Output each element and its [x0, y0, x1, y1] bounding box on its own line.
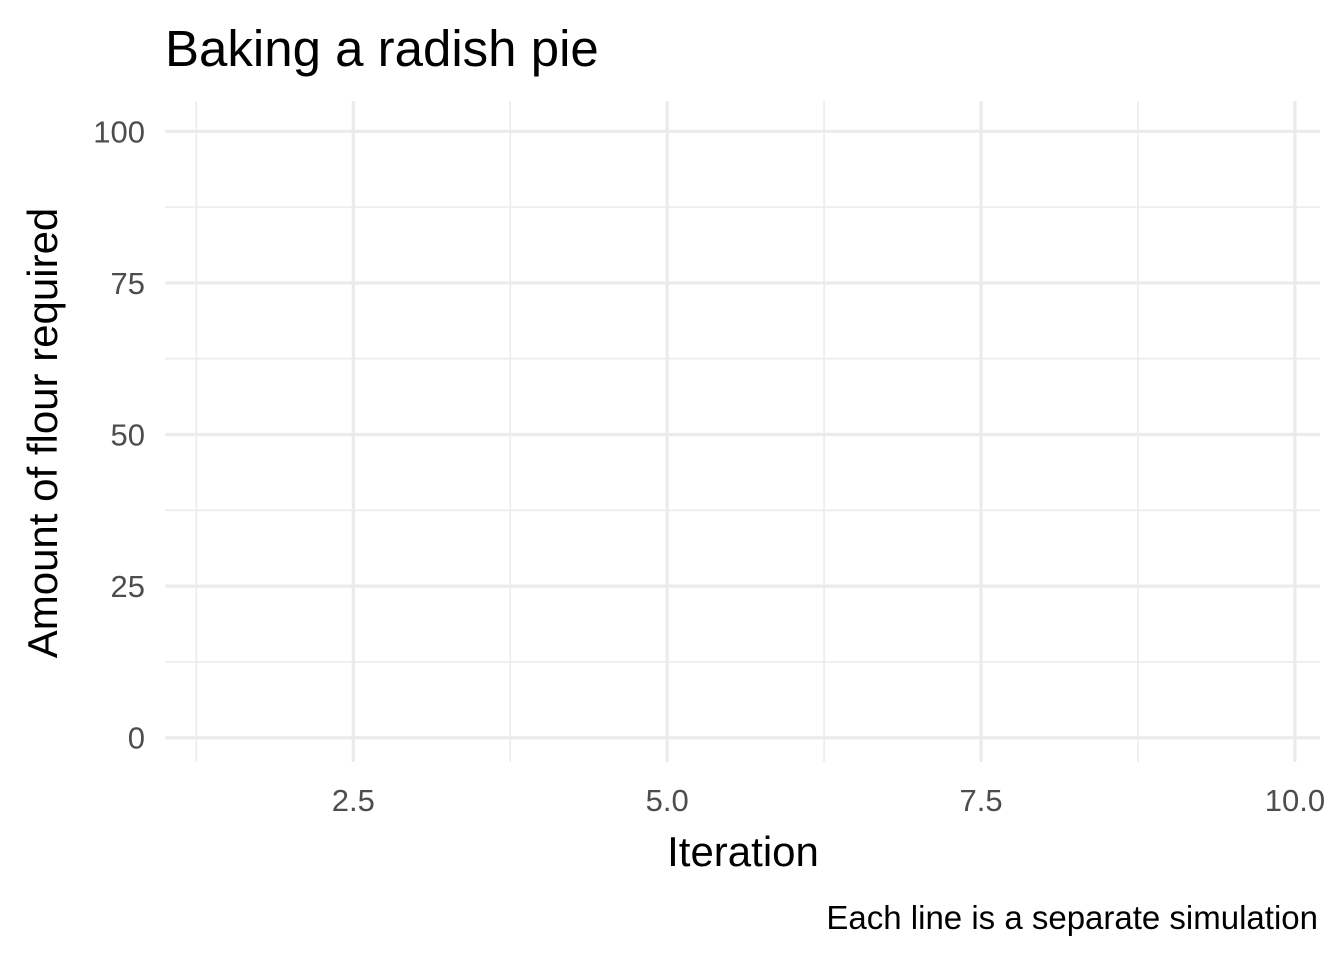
y-tick-label: 25 [111, 569, 145, 604]
y-tick-label: 75 [111, 266, 145, 301]
y-tick-label: 0 [128, 721, 145, 756]
y-tick-labels: 0 25 50 75 100 [93, 114, 145, 755]
x-tick-label: 7.5 [959, 783, 1002, 818]
y-tick-label: 50 [111, 418, 145, 453]
minor-gridlines [165, 101, 1320, 762]
major-gridlines [165, 101, 1320, 762]
chart-caption: Each line is a separate simulation [826, 899, 1318, 936]
x-tick-labels: 2.5 5.0 7.5 10.0 [332, 783, 1325, 818]
y-tick-label: 100 [93, 114, 145, 149]
x-axis-title: Iteration [667, 828, 819, 875]
x-tick-label: 10.0 [1265, 783, 1325, 818]
chart-title: Baking a radish pie [165, 20, 599, 77]
x-tick-label: 2.5 [332, 783, 375, 818]
x-tick-label: 5.0 [646, 783, 689, 818]
y-axis-title: Amount of flour required [19, 208, 66, 659]
